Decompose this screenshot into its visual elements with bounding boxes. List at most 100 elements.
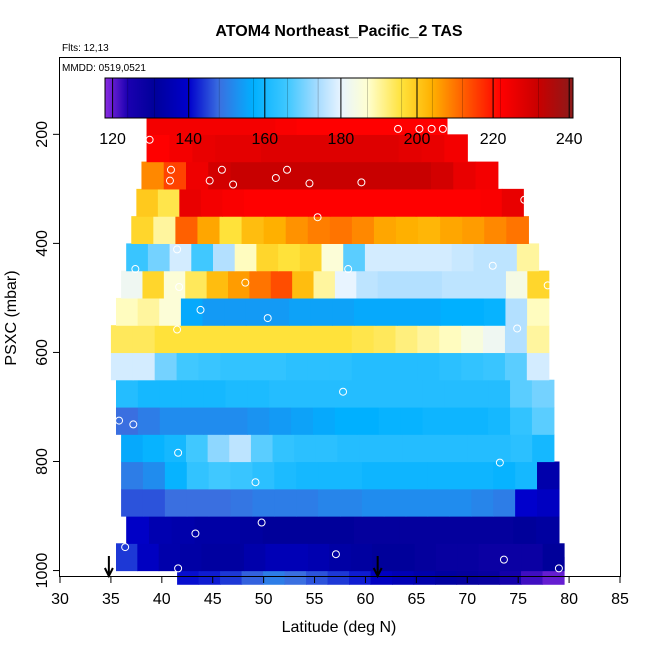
- heatmap-cell: [436, 543, 458, 572]
- heatmap-cell: [462, 216, 485, 244]
- heatmap-cell: [229, 434, 252, 463]
- heatmap-cell: [504, 325, 528, 354]
- heatmap-cell: [461, 325, 484, 354]
- heatmap-cell: [515, 488, 538, 517]
- heatmap-cell: [176, 325, 200, 354]
- heatmap-cell: [444, 134, 468, 163]
- heatmap-cell: [424, 434, 447, 463]
- heatmap-cell: [252, 488, 275, 517]
- heatmap-cell: [313, 379, 336, 408]
- heatmap-cell: [329, 216, 353, 244]
- heatmap-cell: [337, 434, 360, 463]
- heatmap-cell: [527, 297, 550, 326]
- heatmap-cell: [439, 325, 462, 354]
- heatmap-cell: [351, 188, 374, 217]
- heatmap-cell: [238, 134, 262, 163]
- heatmap-cell: [126, 243, 149, 272]
- heatmap-cell: [171, 516, 196, 544]
- heatmap-cell: [471, 488, 494, 517]
- y-tick-label: 1000: [34, 553, 51, 589]
- heatmap-cell: [378, 406, 402, 435]
- y-axis: 200 400 600 800 1000: [34, 121, 60, 588]
- heatmap-cell: [215, 134, 239, 163]
- flight-point: [263, 314, 272, 323]
- heatmap-cell: [440, 216, 463, 244]
- heatmap-cell: [396, 216, 419, 244]
- heatmap-cell: [418, 297, 442, 326]
- heatmap-cell: [240, 516, 264, 544]
- flight-point: [217, 165, 226, 174]
- heatmap-cell: [510, 434, 533, 463]
- heatmap-cell: [340, 461, 363, 490]
- heatmap-cell: [364, 161, 388, 190]
- colorbar-tick-label: 240: [556, 131, 583, 148]
- heatmap-cell: [329, 134, 354, 163]
- x-tick-label: 50: [255, 591, 273, 608]
- heatmap-cell: [510, 406, 533, 435]
- heatmap-cell: [420, 270, 443, 299]
- heatmap-cell: [466, 406, 489, 435]
- heatmap-cell: [180, 543, 202, 572]
- heatmap-cell: [213, 243, 236, 272]
- heatmap-cell: [200, 188, 223, 217]
- heatmap-cell: [375, 134, 400, 163]
- x-axis: 30 35 40 45 50 55 60 65 70 75 80 85: [51, 576, 629, 608]
- colorbar-tick-label: 220: [480, 131, 507, 148]
- colorbar-ticks: 120 140 160 180 200 220 240: [99, 78, 583, 148]
- heatmap-cell: [437, 188, 460, 217]
- heatmap-cell: [169, 243, 192, 272]
- heatmap-cell: [294, 434, 317, 463]
- heatmap-cell: [483, 325, 506, 354]
- heatmap-cell: [506, 216, 529, 244]
- heatmap-cell: [222, 543, 245, 572]
- heatmap-cell: [380, 434, 403, 463]
- heatmap-cell: [500, 543, 522, 572]
- heatmap-cell: [225, 379, 248, 408]
- heatmap-cell: [274, 488, 297, 517]
- flight-point: [357, 178, 366, 187]
- heatmap-cell: [289, 297, 312, 326]
- heatmap-cell: [142, 488, 166, 517]
- heatmap-cell: [275, 161, 298, 190]
- heatmap-cell: [457, 543, 480, 572]
- heatmap-cell: [307, 325, 331, 354]
- chart-title: ATOM4 Northeast_Pacific_2 TAS: [215, 23, 463, 40]
- heatmap-cell: [274, 461, 297, 490]
- heatmap-cell: [402, 434, 425, 463]
- heatmap-cell: [208, 461, 232, 490]
- heatmap-cell: [186, 434, 209, 463]
- heatmap-cell: [234, 243, 257, 272]
- heatmap-cell: [350, 543, 373, 572]
- y-axis-label: PSXC (mbar): [3, 270, 20, 365]
- flight-point: [165, 176, 174, 185]
- heatmap-cell: [483, 352, 506, 381]
- heatmap-cell: [175, 216, 199, 244]
- heatmap-cell: [136, 188, 159, 217]
- heatmap-cell: [219, 216, 243, 244]
- heatmap-cell: [245, 297, 269, 326]
- heatmap-cell: [417, 325, 440, 354]
- heatmap-cell: [453, 161, 477, 190]
- heatmap-cell: [284, 134, 308, 163]
- heatmap-cell: [399, 516, 423, 544]
- flight-point: [175, 283, 184, 292]
- heatmap-cell: [473, 243, 496, 272]
- heatmap-cell: [329, 325, 353, 354]
- heatmap-cell: [427, 488, 451, 517]
- heatmap-cell: [296, 461, 319, 490]
- heatmap-cell: [399, 270, 422, 299]
- heatmap-cell: [110, 352, 134, 381]
- flight-point: [241, 278, 250, 287]
- heatmap-cell: [307, 352, 331, 381]
- heatmap-cell: [110, 325, 134, 354]
- flight-point: [305, 179, 314, 188]
- flight-point: [129, 420, 138, 429]
- heatmap-cell: [265, 188, 288, 217]
- heatmap-cell: [222, 188, 245, 217]
- heatmap-cell: [439, 352, 462, 381]
- heatmap-cell: [321, 243, 344, 272]
- heatmap-cell: [131, 216, 154, 244]
- heatmap-cell: [230, 461, 254, 490]
- heatmap-cell: [157, 188, 180, 217]
- heatmap-cell: [484, 270, 507, 299]
